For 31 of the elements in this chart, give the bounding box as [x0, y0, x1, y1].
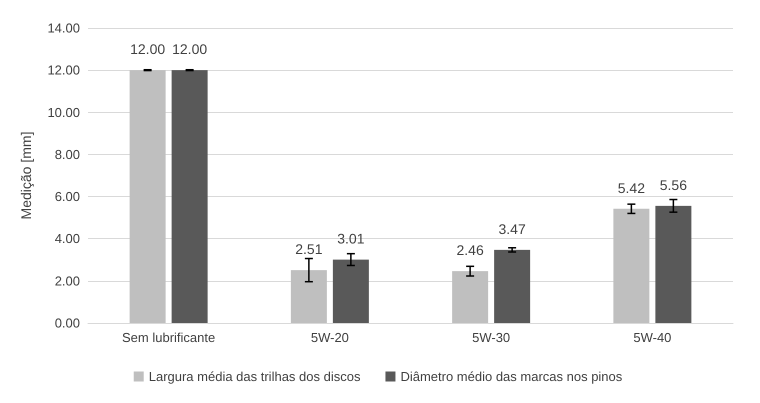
legend-label: Diâmetro médio das marcas nos pinos: [400, 369, 623, 384]
bar: [290, 270, 327, 323]
y-tick-label: 10.00: [47, 104, 80, 120]
data-label: 12.00: [130, 41, 166, 58]
data-label: 5.42: [618, 180, 646, 196]
y-axis-title: Medição [mm]: [18, 132, 34, 220]
bar: [494, 250, 530, 323]
legend-label: Largura média das trilhas dos discos: [148, 369, 361, 384]
bar: [655, 206, 692, 323]
data-label: 12.00: [172, 41, 208, 58]
bar: [172, 70, 208, 323]
y-tick-label: 14.00: [47, 20, 80, 36]
x-tick-label: 5W-40: [633, 330, 672, 345]
y-tick-label: 12.00: [47, 62, 80, 78]
x-tick-label: 5W-30: [472, 330, 510, 345]
y-tick-label: 2.00: [54, 273, 80, 288]
data-label: 3.01: [337, 230, 365, 247]
y-tick-label: 6.00: [54, 189, 80, 204]
data-label: 3.47: [498, 220, 526, 237]
bar: [613, 208, 650, 323]
bar: [452, 271, 488, 323]
y-tick-label: 4.00: [54, 231, 80, 246]
y-tick-label: 0.00: [54, 316, 80, 330]
x-tick-label: 5W-20: [310, 330, 349, 345]
data-label: 2.46: [456, 242, 484, 258]
bar: [130, 70, 166, 323]
y-tick-label: 8.00: [54, 146, 80, 162]
x-tick-label: Sem lubrificante: [122, 330, 216, 345]
data-label: 5.56: [660, 176, 688, 193]
data-label: 2.51: [295, 241, 323, 258]
bar: [332, 260, 369, 323]
